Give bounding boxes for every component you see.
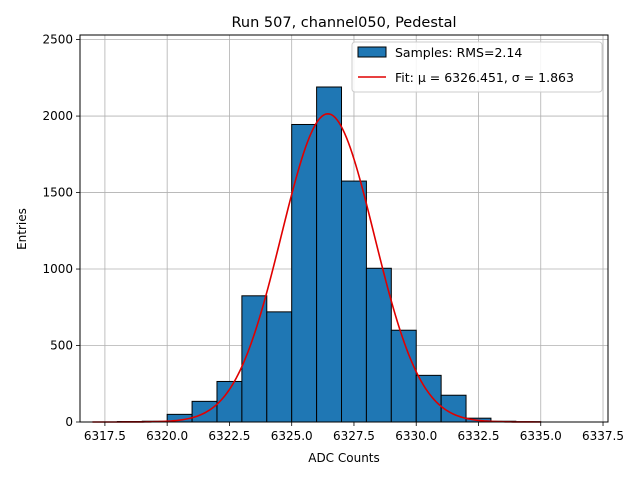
- y-tick-label: 0: [65, 415, 73, 429]
- histogram-bar: [216, 380, 243, 423]
- y-tick-label: 1500: [42, 186, 73, 200]
- x-tick-label: 6325.0: [271, 429, 313, 443]
- histogram-bar: [316, 86, 343, 423]
- histogram-bar: [266, 311, 293, 423]
- legend-box: [351, 41, 603, 93]
- chart-title: Run 507, channel050, Pedestal: [231, 15, 456, 31]
- x-tick-label: 6335.0: [520, 429, 562, 443]
- histogram-bar: [341, 180, 367, 423]
- y-tick-label: 2500: [42, 33, 73, 47]
- histogram-bar: [390, 329, 417, 423]
- legend-fit-label: Fit: μ = 6326.451, σ = 1.863: [395, 70, 574, 85]
- x-axis-ticks: 6317.5 6320.0 6322.5 6325.0 6327.5 6330.0 6332…: [84, 422, 624, 443]
- y-tick-label: 1000: [42, 262, 73, 276]
- x-tick-label: 6320.0: [146, 429, 188, 443]
- plot-frame: [79, 34, 609, 423]
- y-axis-ticks: 0 500 1000 1500 2000 2500: [42, 33, 80, 429]
- x-tick-label: 6330.0: [395, 429, 437, 443]
- y-axis-label: Entries: [15, 208, 29, 250]
- histogram-bar: [365, 267, 392, 423]
- histogram-bar: [291, 123, 318, 423]
- fit-curve: [92, 112, 541, 423]
- legend-histogram-swatch: [357, 46, 387, 58]
- legend: Samples: RMS=2.14 Fit: μ = 6326.451, σ =…: [351, 41, 603, 93]
- x-tick-label: 6327.5: [333, 429, 375, 443]
- x-axis-label: ADC Counts: [308, 451, 380, 465]
- y-tick-label: 2000: [42, 109, 73, 123]
- histogram-bar: [191, 400, 218, 423]
- x-tick-label: 6337.5: [582, 429, 624, 443]
- x-tick-label: 6332.5: [457, 429, 499, 443]
- y-tick-label: 500: [50, 339, 73, 353]
- x-tick-label: 6322.5: [208, 429, 250, 443]
- legend-histogram-label: Samples: RMS=2.14: [395, 45, 522, 60]
- x-tick-label: 6317.5: [84, 429, 126, 443]
- histogram-bar: [415, 374, 442, 423]
